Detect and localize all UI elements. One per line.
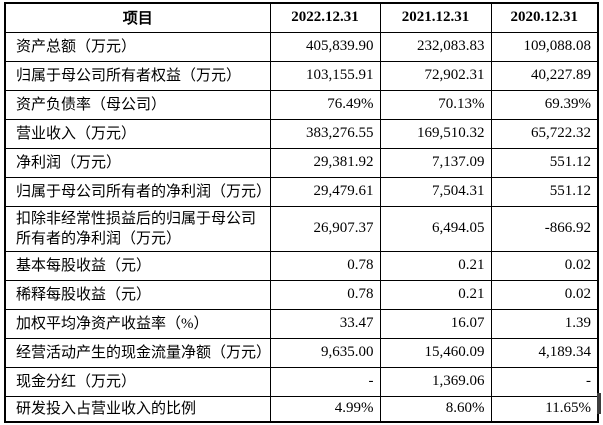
row-label: 资产总额（万元）: [4, 31, 271, 62]
value-cell: 11.65%: [490, 395, 599, 422]
value-cell: 232,083.83: [379, 31, 492, 62]
row-label: 经营活动产生的现金流量净额（万元）: [4, 337, 271, 368]
value-cell: 15,460.09: [379, 337, 492, 368]
row-label: 基本每股收益（元）: [4, 250, 271, 281]
table-header: 项目 2022.12.31 2021.12.31 2020.12.31: [4, 2, 599, 33]
value-cell: 169,510.32: [379, 118, 492, 149]
header-cell-item: 项目: [4, 2, 271, 33]
value-cell: 0.21: [379, 279, 492, 310]
value-cell: 76.49%: [269, 89, 381, 120]
row-label: 营业收入（万元）: [4, 118, 271, 149]
value-cell: 40,227.89: [490, 60, 599, 91]
value-cell: 9,635.00: [269, 337, 381, 368]
table-row: 加权平均净资产收益率（%） 33.47 16.07 1.39: [4, 308, 599, 339]
header-row: 项目 2022.12.31 2021.12.31 2020.12.31: [4, 2, 599, 33]
header-cell-date: 2021.12.31: [379, 2, 492, 33]
value-cell: 8.60%: [379, 395, 492, 422]
row-label: 资产负债率（母公司）: [4, 89, 271, 120]
value-cell: 7,137.09: [379, 147, 492, 178]
value-cell: 26,907.37: [269, 205, 381, 252]
row-label: 加权平均净资产收益率（%）: [4, 308, 271, 339]
table-row: 净利润（万元） 29,381.92 7,137.09 551.12: [4, 147, 599, 178]
value-cell: 16.07: [379, 308, 492, 339]
table-row: 归属于母公司所有者的净利润（万元） 29,479.61 7,504.31 551.12: [4, 176, 599, 207]
value-cell: 33.47: [269, 308, 381, 339]
row-label: 净利润（万元）: [4, 147, 271, 178]
table-row: 资产负债率（母公司） 76.49% 70.13% 69.39%: [4, 89, 599, 120]
value-cell: 72,902.31: [379, 60, 492, 91]
cursor-artifact: [597, 393, 601, 414]
table-row: 经营活动产生的现金流量净额（万元） 9,635.00 15,460.09 4,189.…: [4, 337, 599, 368]
table-row: 研发投入占营业收入的比例 4.99% 8.60% 11.65%: [4, 395, 599, 422]
header-cell-date: 2022.12.31: [269, 2, 381, 33]
value-cell: 29,381.92: [269, 147, 381, 178]
value-cell: 551.12: [490, 176, 599, 207]
table-row: 稀释每股收益（元） 0.78 0.21 0.02: [4, 279, 599, 310]
row-label: 稀释每股收益（元）: [4, 279, 271, 310]
value-cell: 1.39: [490, 308, 599, 339]
table-row: 归属于母公司所有者权益（万元） 103,155.91 72,902.31 40,227…: [4, 60, 599, 91]
table-row: 营业收入（万元） 383,276.55 169,510.32 65,722.32: [4, 118, 599, 149]
value-cell: -: [269, 366, 381, 397]
table-row: 现金分红（万元） -1,369.06-: [4, 366, 599, 397]
row-label: 研发投入占营业收入的比例: [4, 395, 271, 422]
value-cell: 0.02: [490, 279, 599, 310]
row-label: 归属于母公司所有者的净利润（万元）: [4, 176, 271, 207]
value-cell: 4,189.34: [490, 337, 599, 368]
value-cell: -: [490, 366, 599, 397]
value-cell: 65,722.32: [490, 118, 599, 149]
value-cell: 29,479.61: [269, 176, 381, 207]
header-cell-date: 2020.12.31: [490, 2, 599, 33]
row-label: 归属于母公司所有者权益（万元）: [4, 60, 271, 91]
row-label: 现金分红（万元）: [4, 366, 271, 397]
table-row: 基本每股收益（元） 0.78 0.21 0.02: [4, 250, 599, 281]
value-cell: 0.21: [379, 250, 492, 281]
value-cell: 70.13%: [379, 89, 492, 120]
value-cell: 69.39%: [490, 89, 599, 120]
value-cell: -866.92: [490, 205, 599, 252]
value-cell: 551.12: [490, 147, 599, 178]
value-cell: 1,369.06: [379, 366, 492, 397]
table-body: 资产总额（万元） 405,839.90 232,083.83 109,088.08 归属…: [4, 31, 599, 422]
table-row: 资产总额（万元） 405,839.90 232,083.83 109,088.08: [4, 31, 599, 62]
value-cell: 383,276.55: [269, 118, 381, 149]
value-cell: 109,088.08: [490, 31, 599, 62]
value-cell: 0.78: [269, 250, 381, 281]
value-cell: 0.02: [490, 250, 599, 281]
financial-summary-table: 项目 2022.12.31 2021.12.31 2020.12.31 资产总额（万元…: [4, 2, 599, 423]
value-cell: 4.99%: [269, 395, 381, 422]
value-cell: 405,839.90: [269, 31, 381, 62]
row-label: 扣除非经常性损益后的归属于母公司所有者的净利润（万元）: [4, 205, 271, 252]
value-cell: 0.78: [269, 279, 381, 310]
table-row: 扣除非经常性损益后的归属于母公司所有者的净利润（万元） 26,907.37 6,49…: [4, 205, 599, 252]
value-cell: 7,504.31: [379, 176, 492, 207]
value-cell: 103,155.91: [269, 60, 381, 91]
value-cell: 6,494.05: [379, 205, 492, 252]
